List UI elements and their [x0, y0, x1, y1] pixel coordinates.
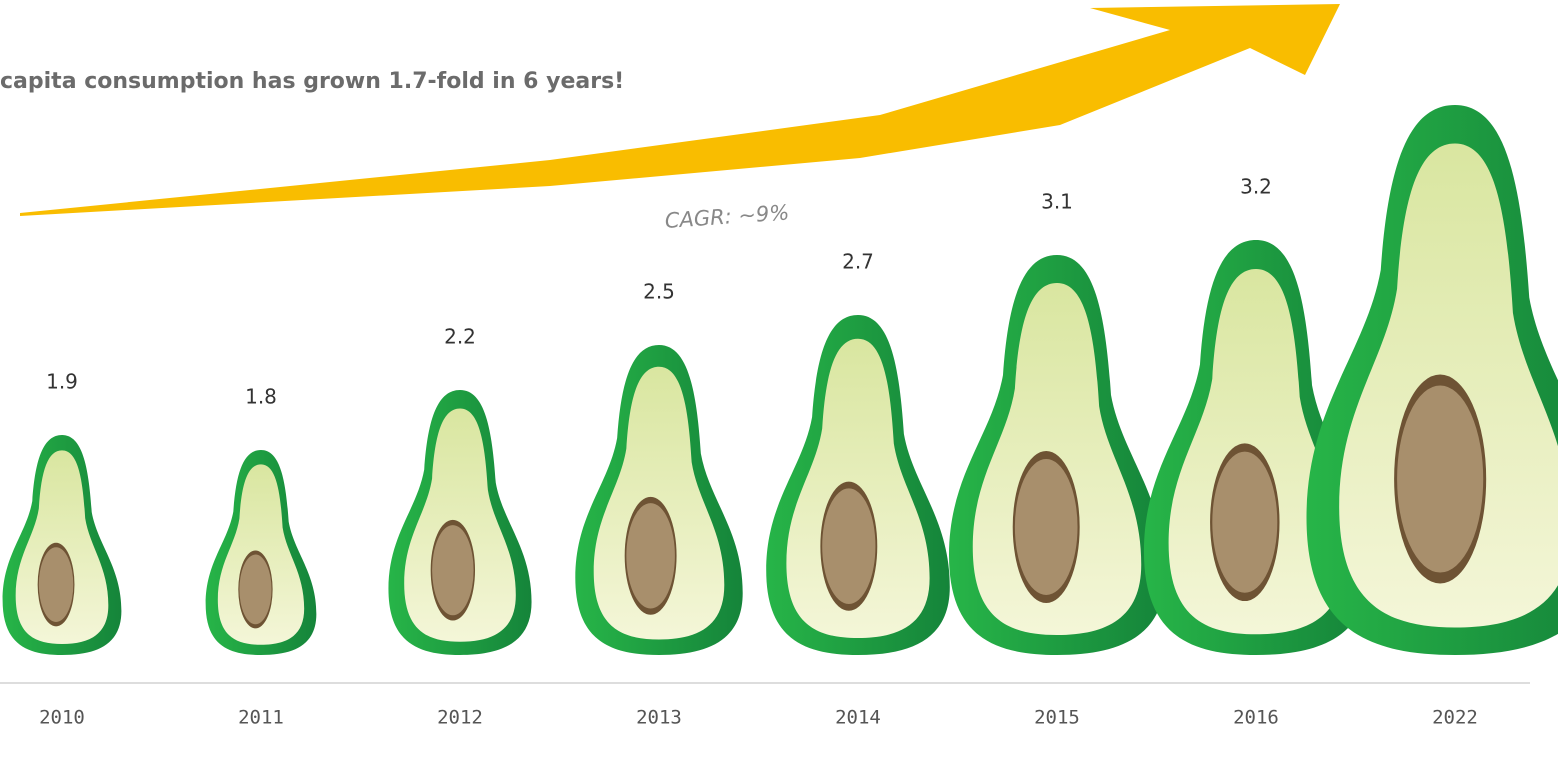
avocado [949, 255, 1165, 655]
avocado-seed [1210, 443, 1280, 602]
x-tick-label: 2012 [437, 707, 483, 729]
avocado [205, 450, 317, 655]
x-tick-label: 2010 [39, 707, 85, 729]
value-label: 2.5 [643, 280, 675, 304]
x-tick-label: 2016 [1233, 707, 1279, 729]
growth-arrow [20, 4, 1340, 216]
avocado-seed [37, 542, 75, 627]
avocado-seed [1394, 374, 1487, 584]
annotation: CAGR: ~9% [664, 200, 790, 233]
x-tick-label: 2022 [1432, 707, 1478, 729]
avocado-seed [238, 550, 273, 629]
value-label: 2.2 [444, 325, 476, 349]
avocado [1306, 105, 1558, 655]
value-label: 1.9 [46, 370, 78, 394]
x-tick-label: 2015 [1034, 707, 1080, 729]
avocado-seed [820, 481, 878, 611]
value-label: 3.2 [1240, 175, 1272, 199]
value-label: 3.1 [1041, 190, 1073, 214]
x-tick-label: 2013 [636, 707, 682, 729]
avocado-seed [624, 496, 677, 615]
avocado [2, 435, 122, 655]
chart-title: capita consumption has grown 1.7-fold in… [0, 69, 624, 94]
avocado [575, 345, 743, 655]
avocado-seed [430, 519, 476, 621]
value-label: 1.8 [245, 385, 277, 409]
avocado [388, 390, 532, 655]
value-label: 2.7 [842, 250, 874, 274]
avocado-seed [1012, 451, 1080, 604]
x-tick-label: 2014 [835, 707, 881, 729]
avocado [766, 315, 950, 655]
x-tick-label: 2011 [238, 707, 284, 729]
